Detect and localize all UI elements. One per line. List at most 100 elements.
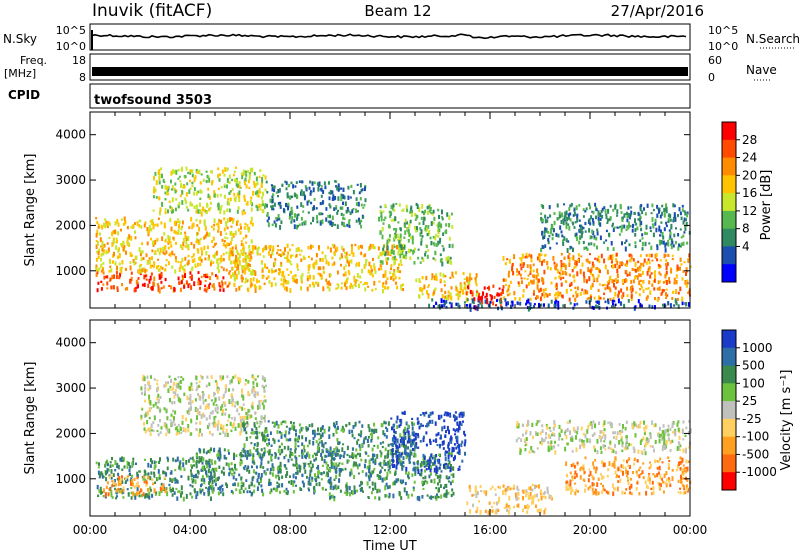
heatmap-cell: [212, 487, 215, 492]
heatmap-cell: [256, 393, 259, 397]
heatmap-cell: [406, 208, 409, 213]
heatmap-cell: [458, 413, 461, 418]
heatmap-cell: [479, 296, 482, 301]
heatmap-cell: [313, 181, 316, 185]
heatmap-cell: [329, 452, 332, 457]
heatmap-cell: [187, 248, 190, 251]
heatmap-cell: [504, 298, 507, 302]
heatmap-cell: [323, 458, 326, 464]
heatmap-cell: [648, 242, 651, 245]
heatmap-cell: [659, 240, 662, 243]
nave-label: Nave: [746, 63, 777, 77]
heatmap-cell: [449, 295, 452, 299]
heatmap-cell: [605, 229, 608, 233]
heatmap-cell: [175, 383, 178, 389]
heatmap-cell: [300, 202, 303, 207]
heatmap-cell: [538, 289, 541, 293]
heatmap-cell: [261, 177, 264, 181]
heatmap-cell: [317, 266, 320, 271]
heatmap-cell: [260, 448, 263, 452]
heatmap-cell: [313, 458, 316, 462]
heatmap-cell: [212, 283, 215, 288]
heatmap-cell: [262, 492, 265, 497]
heatmap-cell: [622, 282, 625, 285]
heatmap-cell: [559, 225, 562, 230]
heatmap-cell: [269, 431, 272, 435]
heatmap-cell: [234, 426, 237, 431]
heatmap-cell: [214, 380, 217, 383]
heatmap-cell: [254, 245, 257, 250]
heatmap-cell: [646, 203, 649, 208]
heatmap-cell: [663, 253, 666, 259]
heatmap-cell: [244, 211, 247, 215]
heatmap-cell: [252, 459, 255, 463]
heatmap-cell: [578, 204, 581, 207]
heatmap-cell: [579, 292, 582, 296]
heatmap-cell: [107, 247, 110, 253]
heatmap-cell: [395, 420, 398, 424]
heatmap-cell: [222, 492, 225, 497]
heatmap-cell: [354, 455, 357, 458]
heatmap-cell: [301, 426, 304, 430]
heatmap-cell: [409, 439, 412, 442]
heatmap-cell: [319, 212, 322, 216]
heatmap-cell: [388, 459, 391, 464]
heatmap-cell: [431, 411, 434, 415]
heatmap-cell: [641, 286, 643, 289]
heatmap-cell: [684, 226, 687, 231]
heatmap-cell: [336, 437, 339, 442]
heatmap-cell: [665, 224, 668, 228]
heatmap-cell: [259, 422, 262, 425]
heatmap-cell: [173, 491, 176, 495]
heatmap-cell: [615, 257, 618, 262]
heatmap-cell: [244, 465, 247, 468]
heatmap-cell: [393, 463, 396, 468]
heatmap-cell: [302, 221, 305, 224]
heatmap-cell: [258, 481, 261, 486]
heatmap-cell: [142, 478, 145, 481]
heatmap-cell: [160, 426, 163, 430]
heatmap-cell: [156, 265, 158, 270]
heatmap-cell: [575, 236, 578, 239]
heatmap-cell: [150, 458, 152, 463]
heatmap-cell: [455, 271, 457, 275]
heatmap-cell: [317, 427, 319, 432]
heatmap-cell: [394, 216, 397, 222]
heatmap-cell: [386, 453, 389, 458]
heatmap-cell: [658, 264, 661, 270]
heatmap-cell: [665, 288, 668, 291]
heatmap-cell: [616, 273, 619, 279]
heatmap-cell: [312, 219, 314, 222]
heatmap-cell: [545, 227, 548, 233]
heatmap-cell: [389, 451, 392, 456]
heatmap-cell: [341, 221, 344, 226]
heatmap-cell: [212, 424, 215, 428]
heatmap-cell: [565, 217, 567, 221]
heatmap-cell: [198, 169, 201, 175]
heatmap-cell: [210, 472, 213, 477]
heatmap-cell: [589, 294, 592, 297]
heatmap-cell: [407, 493, 410, 499]
heatmap-cell: [359, 434, 362, 438]
heatmap-cell: [220, 219, 223, 224]
heatmap-cell: [560, 220, 563, 224]
heatmap-cell: [241, 416, 244, 421]
heatmap-cell: [243, 226, 246, 230]
heatmap-cell: [400, 436, 403, 440]
heatmap-cell: [112, 260, 114, 264]
heatmap-cell: [239, 223, 242, 226]
heatmap-cell: [224, 281, 227, 285]
freq-label: Freq.: [20, 54, 47, 67]
heatmap-cell: [668, 277, 671, 282]
heatmap-cell: [231, 188, 234, 191]
heatmap-cell: [239, 453, 242, 456]
heatmap-cell: [244, 267, 247, 270]
heatmap-cell: [325, 278, 328, 283]
heatmap-cell: [153, 471, 155, 475]
heatmap-cell: [548, 234, 551, 238]
heatmap-cell: [412, 250, 415, 255]
heatmap-cell: [343, 195, 346, 200]
heatmap-cell: [510, 304, 512, 309]
heatmap-cell: [508, 270, 511, 274]
heatmap-cell: [378, 462, 381, 466]
